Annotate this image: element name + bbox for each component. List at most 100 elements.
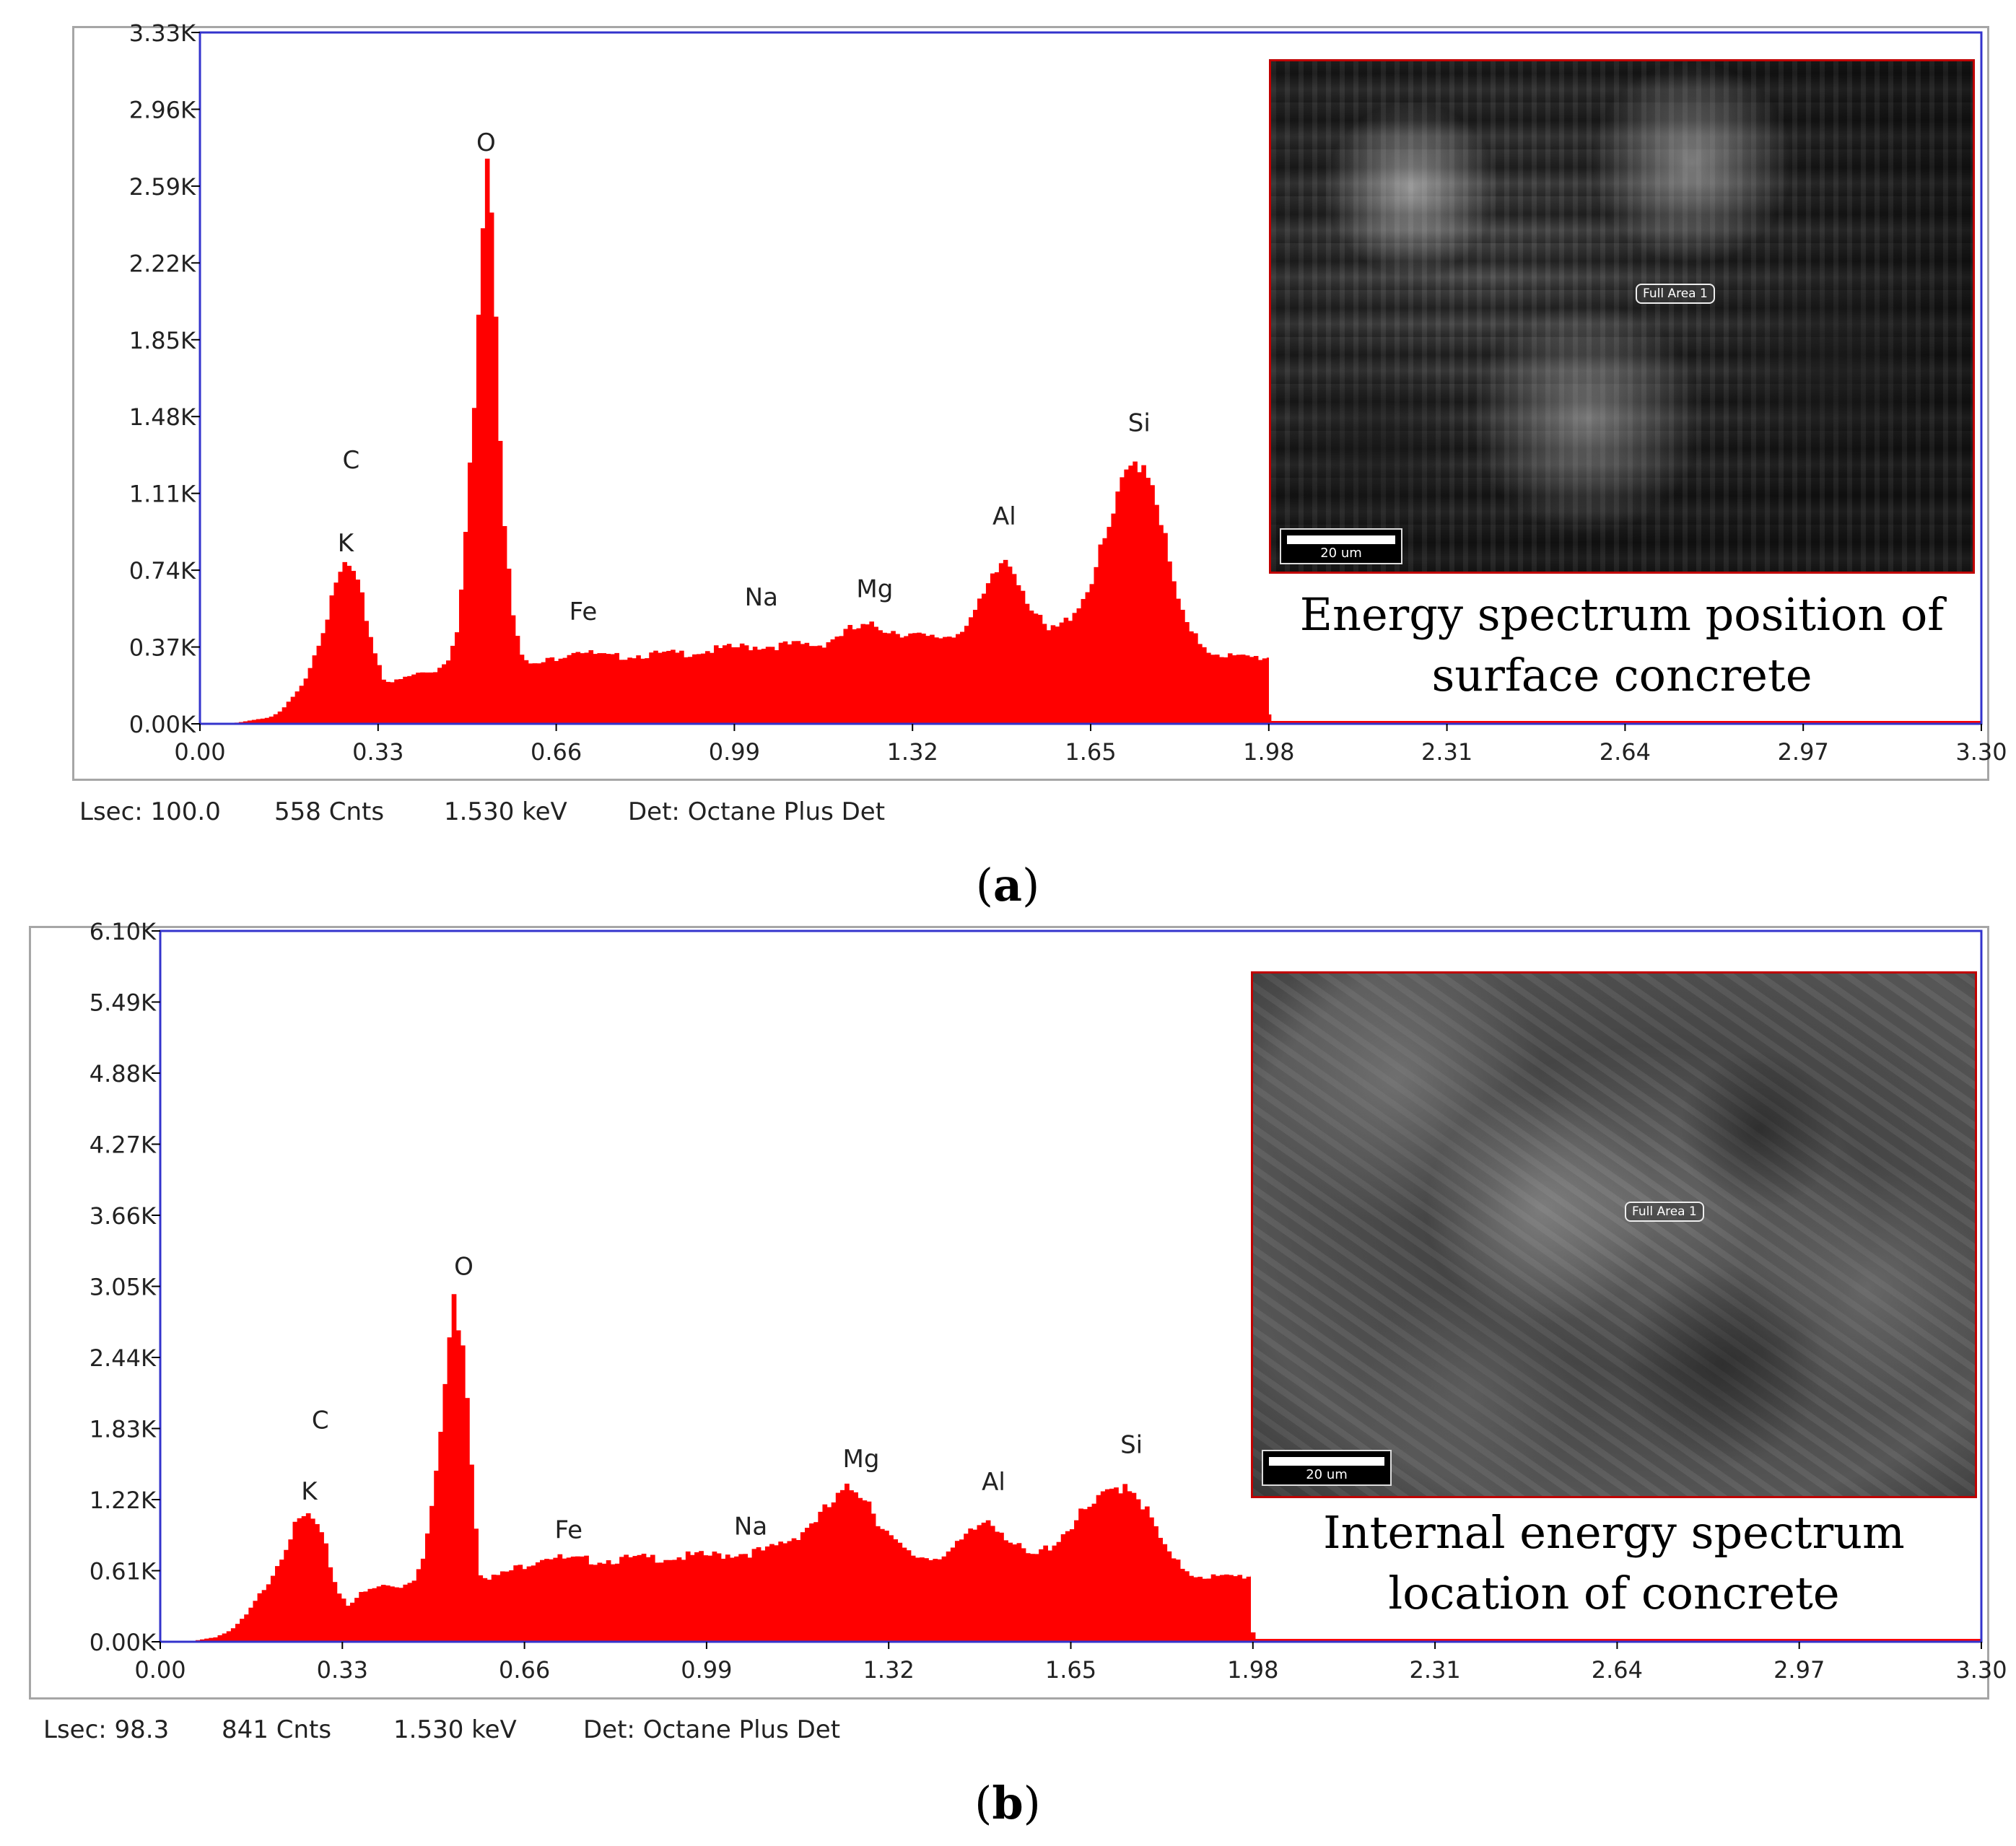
panel-a-spectrum-bin xyxy=(1227,653,1233,724)
panel-b-spectrum-bin xyxy=(637,1554,642,1642)
panel-b-y-tick-label: 4.88K xyxy=(90,1060,157,1088)
panel-a-spectrum-bin xyxy=(697,654,702,724)
panel-b-y-tick-label: 0.00K xyxy=(90,1629,157,1656)
panel-a-spectrum-bin xyxy=(303,678,309,724)
panel-b-spectrum-bin xyxy=(380,1585,386,1642)
panel-a-spectrum-bin xyxy=(381,679,386,724)
panel-b-spectrum-bin xyxy=(1034,1554,1039,1642)
panel-b-scale-label: 20 um xyxy=(1306,1467,1348,1482)
panel-a-spectrum-bin xyxy=(1037,614,1043,724)
panel-a-spectrum-bin xyxy=(1029,611,1034,724)
panel-b-spectrum-bin xyxy=(580,1556,585,1642)
panel-a-spectrum-bin xyxy=(912,633,917,724)
panel-a-spectrum-bin xyxy=(593,654,598,724)
panel-b-spectrum-bin xyxy=(1016,1543,1022,1642)
panel-b-peak-label-mg: Mg xyxy=(843,1445,880,1474)
panel-a-spectrum-bin xyxy=(1107,527,1112,724)
panel-b-peak-label-al: Al xyxy=(982,1468,1005,1497)
panel-b-spectrum-bin xyxy=(681,1560,686,1642)
panel-b-x-tick-label: 0.66 xyxy=(499,1656,550,1684)
panel-a-spectrum-bin xyxy=(1189,631,1194,724)
panel-a-spectrum-bin xyxy=(1115,491,1120,724)
panel-a-peak-label-k: K xyxy=(338,529,355,558)
panel-a-spectrum-bin xyxy=(839,636,845,724)
panel-a-spectrum-bin xyxy=(1003,559,1008,724)
panel-b-spectrum-bin xyxy=(760,1550,766,1642)
panel-a-spectrum-bin xyxy=(597,653,603,724)
panel-a-spectrum-bin xyxy=(273,714,279,724)
panel-a-spectrum-bin xyxy=(489,212,494,724)
panel-a-y-tick-label: 1.11K xyxy=(129,481,196,508)
panel-b-spectrum-bin xyxy=(1206,1578,1212,1642)
panel-b-spectrum-bin xyxy=(310,1518,315,1642)
panel-a-spectrum-bin xyxy=(1176,598,1181,724)
panel-b-spectrum-bin xyxy=(601,1563,607,1642)
panel-a-spectrum-bin xyxy=(333,582,339,724)
panel-a-spectrum-bin xyxy=(523,660,529,724)
panel-b-spectrum-bin xyxy=(505,1571,510,1642)
panel-b-spectrum-bin xyxy=(1229,1575,1234,1642)
panel-b-x-tick-label: 1.65 xyxy=(1045,1656,1096,1684)
panel-a-spectrum-bin xyxy=(580,653,585,724)
panel-a-spectrum-bin xyxy=(817,645,823,724)
panel-a-spectrum-bin xyxy=(614,652,619,724)
panel-b-spectrum-bin xyxy=(1179,1568,1185,1642)
panel-a-spectrum-bin xyxy=(1167,561,1172,724)
panel-a-spectrum-bin xyxy=(675,652,680,724)
panel-a-spectrum-bin xyxy=(904,636,909,724)
panel-a-spectrum-bin xyxy=(873,626,878,724)
panel-b-spectrum-bin xyxy=(460,1345,466,1642)
panel-b-spectrum-bin xyxy=(385,1585,390,1642)
panel-b-spectrum-bin xyxy=(226,1631,232,1642)
panel-b-spectrum-bin xyxy=(257,1593,263,1642)
panel-b-spectrum-bin xyxy=(474,1528,479,1642)
panel-a-spectrum-bin xyxy=(286,701,292,724)
panel-b-spectrum-bin xyxy=(928,1560,933,1642)
panel-b-spectrum-bin xyxy=(420,1558,426,1642)
panel-a-spectrum-bin xyxy=(666,650,671,724)
panel-a-y-tick-label: 0.00K xyxy=(129,711,196,738)
panel-a-spectrum-bin xyxy=(985,583,991,724)
panel-a-spectrum-bin xyxy=(355,579,360,724)
panel-b-spectrum-bin xyxy=(513,1565,519,1642)
panel-b-spectrum-bin xyxy=(990,1526,995,1642)
panel-b-spectrum-bin xyxy=(1246,1576,1252,1642)
panel-a-area-label: Full Area 1 xyxy=(1636,284,1715,304)
panel-b-spectrum-bin xyxy=(372,1588,378,1642)
panel-a-spectrum-bin xyxy=(1244,655,1250,724)
panel-b-spectrum-bin xyxy=(800,1532,806,1642)
panel-a-label: a xyxy=(992,859,1023,911)
panel-a-spectrum-bin xyxy=(320,633,326,724)
panel-a-spectrum-bin xyxy=(1240,655,1246,724)
panel-a-spectrum-bin xyxy=(726,644,732,724)
panel-a-spectrum-bin xyxy=(1124,469,1129,724)
panel-b-spectrum-bin xyxy=(1175,1560,1181,1642)
panel-a-spectrum-bin xyxy=(437,668,442,724)
panel-a-spectrum-bin xyxy=(1055,626,1060,724)
panel-b-spectrum-bin xyxy=(350,1602,355,1642)
panel-b-spectrum-bin xyxy=(968,1528,974,1642)
panel-a-lsec: Lsec: 100.0 xyxy=(79,797,221,826)
panel-a-spectrum-bin xyxy=(1197,644,1203,724)
panel-a-spectrum-bin xyxy=(782,641,788,724)
panel-b-spectrum-bin xyxy=(751,1549,757,1642)
panel-b-spectrum-bin xyxy=(835,1492,841,1642)
panel-b-spectrum-bin xyxy=(668,1560,673,1642)
panel-a-x-tick-label: 1.65 xyxy=(1065,738,1116,766)
panel-b-y-tick-label: 1.22K xyxy=(90,1487,157,1514)
panel-a-spectrum-bin xyxy=(463,532,468,724)
panel-b-spectrum-bin xyxy=(826,1507,832,1642)
panel-a-spectrum-bin xyxy=(998,563,1004,724)
panel-b-spectrum-bin xyxy=(319,1532,324,1642)
panel-a-spectrum-bin xyxy=(795,641,801,724)
panel-a-spectrum-bin xyxy=(1171,581,1177,724)
panel-a-spectrum-bin xyxy=(994,572,1000,724)
panel-b-x-tick-label: 2.97 xyxy=(1773,1656,1825,1684)
panel-b-spectrum-bin xyxy=(782,1543,788,1642)
panel-b-spectrum-bin xyxy=(363,1591,369,1642)
panel-b-peak-label-si: Si xyxy=(1120,1430,1143,1459)
panel-a-spectrum-bin xyxy=(645,658,650,724)
panel-b-x-tick-label: 1.98 xyxy=(1227,1656,1278,1684)
panel-b-spectrum-bin xyxy=(822,1504,828,1642)
panel-a-caption-line-1: Energy spectrum position of xyxy=(1299,588,1945,641)
